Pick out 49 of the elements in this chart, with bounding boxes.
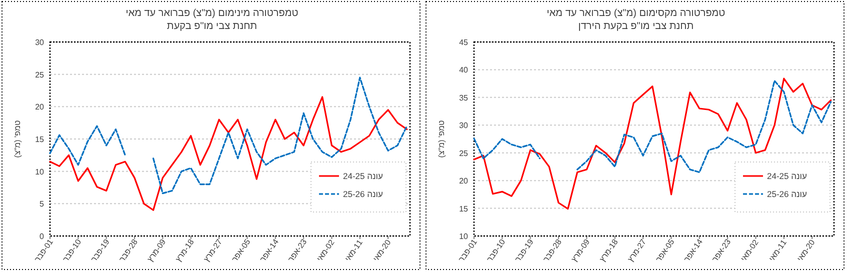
x-tick-label: 10-פבר (485, 237, 508, 264)
x-tick-label: 27-מרץ (626, 237, 648, 264)
legend-label: עונה 24-25 (343, 171, 384, 181)
y-tick-label: 10 (35, 167, 45, 176)
x-tick-label: 09-מרץ (570, 237, 592, 264)
y-axis-title: טמפ' (מ"צ) (437, 120, 446, 158)
x-tick-label: 14-אפר (258, 236, 281, 264)
x-tick-label: 05-אפר (654, 236, 677, 264)
chart-title: טמפרטורה מינימום (מ"צ) פברואר עד מאי (126, 8, 298, 19)
chart-title: טמפרטורה מקסימום (מ"צ) פברואר עד מאי (546, 8, 726, 19)
legend-label: עונה 25-26 (343, 189, 384, 199)
y-tick-label: 15 (459, 204, 469, 214)
x-tick-label: 19-פבר (89, 237, 112, 264)
x-tick-label: 20-מאי (371, 238, 393, 264)
y-tick-label: 10 (459, 232, 469, 241)
y-axis-title: טמפ' (מ"צ) (13, 120, 22, 158)
x-tick-label: 27-מרץ (202, 237, 224, 264)
x-tick-label: 23-אפר (286, 236, 309, 264)
legend-label: עונה 24-25 (767, 171, 808, 181)
x-tick-label: 02-מאי (739, 238, 761, 264)
y-tick-label: 0 (40, 232, 45, 241)
x-tick-label: 02-מאי (315, 238, 337, 264)
x-tick-label: 28-פבר (541, 237, 564, 264)
y-tick-label: 25 (35, 70, 45, 80)
y-tick-label: 40 (459, 66, 469, 75)
x-tick-label: 19-פבר (513, 237, 536, 264)
y-tick-label: 35 (459, 93, 469, 102)
y-tick-label: 30 (35, 38, 45, 47)
x-tick-label: 18-מרץ (174, 237, 196, 264)
x-tick-label: 28-פבר (117, 237, 140, 264)
x-tick-label: 05-אפר (230, 236, 253, 264)
x-tick-label: 11-מאי (343, 238, 365, 264)
y-tick-label: 30 (459, 121, 469, 130)
legend-label: עונה 25-26 (767, 189, 808, 199)
y-tick-label: 15 (35, 135, 45, 144)
y-tick-label: 5 (40, 200, 45, 209)
y-tick-label: 20 (459, 176, 469, 186)
y-tick-label: 20 (35, 102, 45, 112)
y-tick-label: 25 (459, 148, 469, 158)
x-tick-label: 09-מרץ (146, 237, 168, 264)
x-tick-label: 18-מרץ (598, 237, 620, 264)
chart-subtitle: תחנת צבי מו"פ בקעת (166, 21, 258, 32)
y-tick-label: 45 (459, 38, 469, 47)
x-tick-label: 11-מאי (767, 238, 789, 264)
x-tick-label: 14-אפר (682, 236, 705, 264)
x-tick-label: 20-מאי (795, 238, 817, 264)
chart-subtitle: תחנת צבי מו"פ בקעת הירדן (578, 21, 694, 32)
x-tick-label: 23-אפר (710, 236, 733, 264)
x-tick-label: 10-פבר (61, 237, 84, 264)
